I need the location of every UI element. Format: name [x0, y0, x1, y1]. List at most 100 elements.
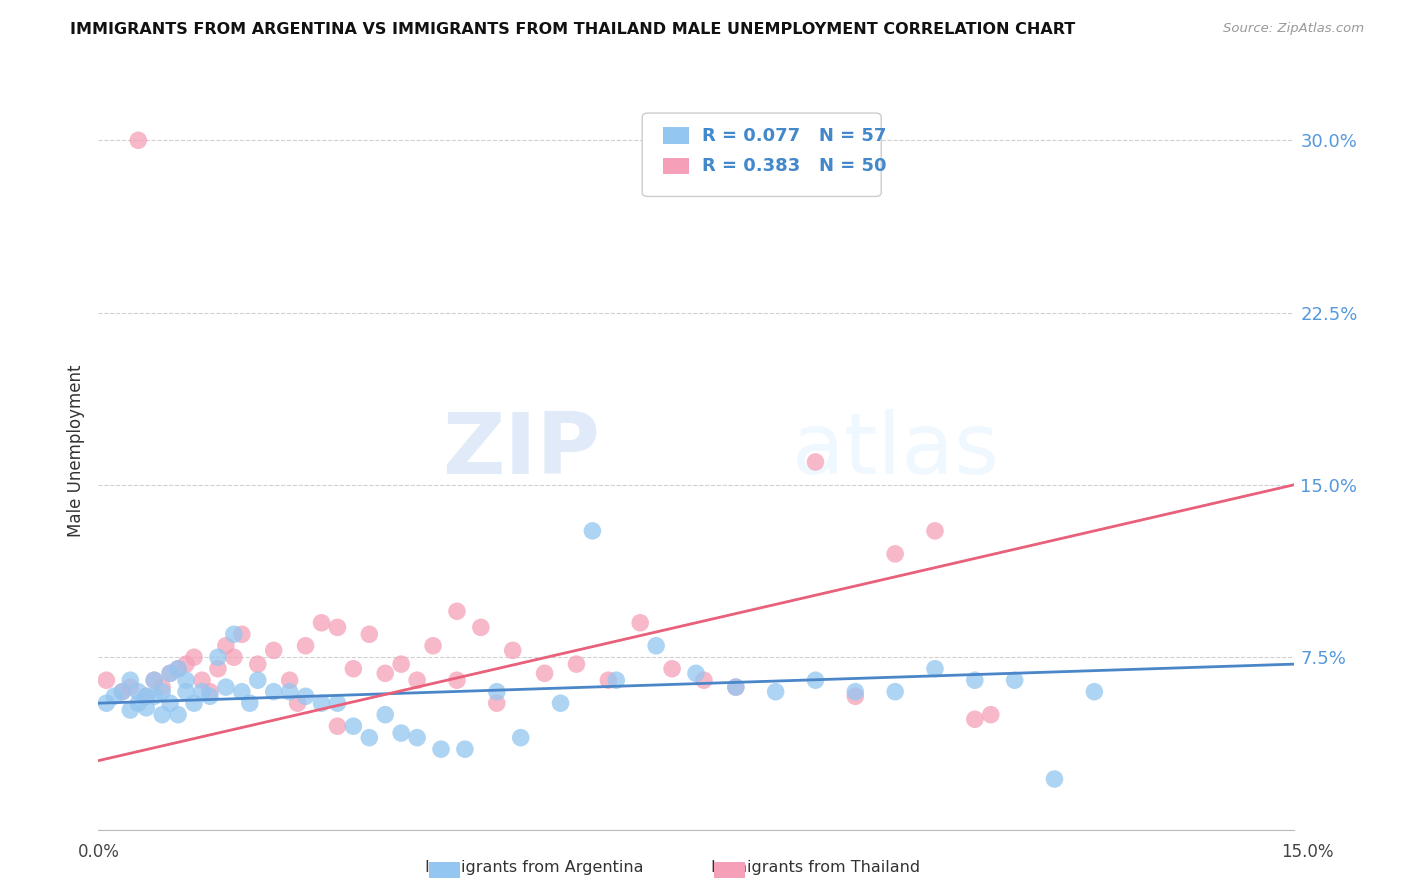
- Point: [430, 742, 453, 756]
- Point: [120, 673, 142, 688]
- Point: [159, 666, 181, 681]
- Point: [963, 712, 986, 726]
- Point: [389, 726, 412, 740]
- Point: [605, 673, 627, 688]
- Point: [685, 666, 707, 681]
- Point: [359, 627, 381, 641]
- Point: [924, 662, 946, 676]
- Point: [207, 650, 229, 665]
- Point: [661, 662, 683, 676]
- Bar: [662, 128, 689, 145]
- Point: [342, 662, 364, 676]
- Point: [374, 707, 396, 722]
- Point: [533, 666, 555, 681]
- Point: [150, 684, 173, 698]
- Text: 15.0%: 15.0%: [1281, 843, 1334, 861]
- Point: [374, 666, 396, 681]
- Point: [884, 684, 907, 698]
- Point: [191, 673, 214, 688]
- Point: [550, 696, 572, 710]
- Point: [111, 684, 134, 698]
- Point: [207, 662, 229, 676]
- Text: Source: ZipAtlas.com: Source: ZipAtlas.com: [1223, 22, 1364, 36]
- Point: [1083, 684, 1105, 698]
- Text: Immigrants from Thailand: Immigrants from Thailand: [711, 860, 920, 874]
- Point: [159, 666, 181, 681]
- Point: [111, 684, 134, 698]
- Point: [222, 627, 245, 641]
- Point: [724, 680, 747, 694]
- Point: [565, 657, 588, 672]
- Point: [150, 707, 173, 722]
- Point: [96, 696, 118, 710]
- Point: [231, 684, 253, 698]
- Text: ZIP: ZIP: [443, 409, 600, 492]
- Point: [174, 657, 197, 672]
- Point: [294, 639, 316, 653]
- Point: [581, 524, 603, 538]
- Point: [485, 696, 508, 710]
- Point: [246, 657, 269, 672]
- Point: [980, 707, 1002, 722]
- Point: [222, 650, 245, 665]
- Point: [143, 690, 166, 704]
- Point: [183, 696, 205, 710]
- Point: [215, 680, 238, 694]
- Point: [174, 673, 197, 688]
- Point: [127, 696, 149, 710]
- Text: 0.0%: 0.0%: [77, 843, 120, 861]
- Point: [693, 673, 716, 688]
- Text: R = 0.077   N = 57: R = 0.077 N = 57: [702, 127, 886, 145]
- Point: [645, 639, 668, 653]
- Point: [120, 680, 142, 694]
- Point: [231, 627, 253, 641]
- Point: [135, 690, 157, 704]
- Point: [804, 455, 827, 469]
- Point: [470, 620, 492, 634]
- Point: [446, 673, 468, 688]
- Point: [135, 700, 157, 714]
- Point: [342, 719, 364, 733]
- Point: [127, 684, 149, 698]
- Point: [502, 643, 524, 657]
- Point: [628, 615, 651, 630]
- Point: [765, 179, 787, 194]
- Point: [159, 696, 181, 710]
- Point: [326, 696, 349, 710]
- Point: [509, 731, 531, 745]
- Point: [263, 684, 285, 698]
- Point: [167, 662, 190, 676]
- Point: [389, 657, 412, 672]
- Point: [924, 524, 946, 538]
- Point: [167, 662, 190, 676]
- Point: [239, 696, 262, 710]
- Point: [143, 673, 166, 688]
- Point: [454, 742, 477, 756]
- Text: Immigrants from Argentina: Immigrants from Argentina: [425, 860, 644, 874]
- Text: R = 0.383   N = 50: R = 0.383 N = 50: [702, 157, 886, 175]
- Point: [311, 696, 333, 710]
- Point: [246, 673, 269, 688]
- Text: IMMIGRANTS FROM ARGENTINA VS IMMIGRANTS FROM THAILAND MALE UNEMPLOYMENT CORRELAT: IMMIGRANTS FROM ARGENTINA VS IMMIGRANTS …: [70, 22, 1076, 37]
- Point: [1004, 673, 1026, 688]
- Point: [150, 680, 173, 694]
- Point: [326, 620, 349, 634]
- Point: [804, 673, 827, 688]
- Point: [263, 643, 285, 657]
- Point: [765, 684, 787, 698]
- Y-axis label: Male Unemployment: Male Unemployment: [66, 364, 84, 537]
- FancyBboxPatch shape: [643, 113, 882, 196]
- Point: [167, 707, 190, 722]
- Point: [724, 680, 747, 694]
- Point: [598, 673, 620, 688]
- Bar: [662, 158, 689, 175]
- Point: [294, 690, 316, 704]
- Point: [406, 731, 429, 745]
- Point: [198, 684, 221, 698]
- Point: [278, 684, 301, 698]
- Point: [198, 690, 221, 704]
- Point: [135, 690, 157, 704]
- Point: [844, 684, 866, 698]
- Point: [1043, 772, 1066, 786]
- Point: [485, 684, 508, 698]
